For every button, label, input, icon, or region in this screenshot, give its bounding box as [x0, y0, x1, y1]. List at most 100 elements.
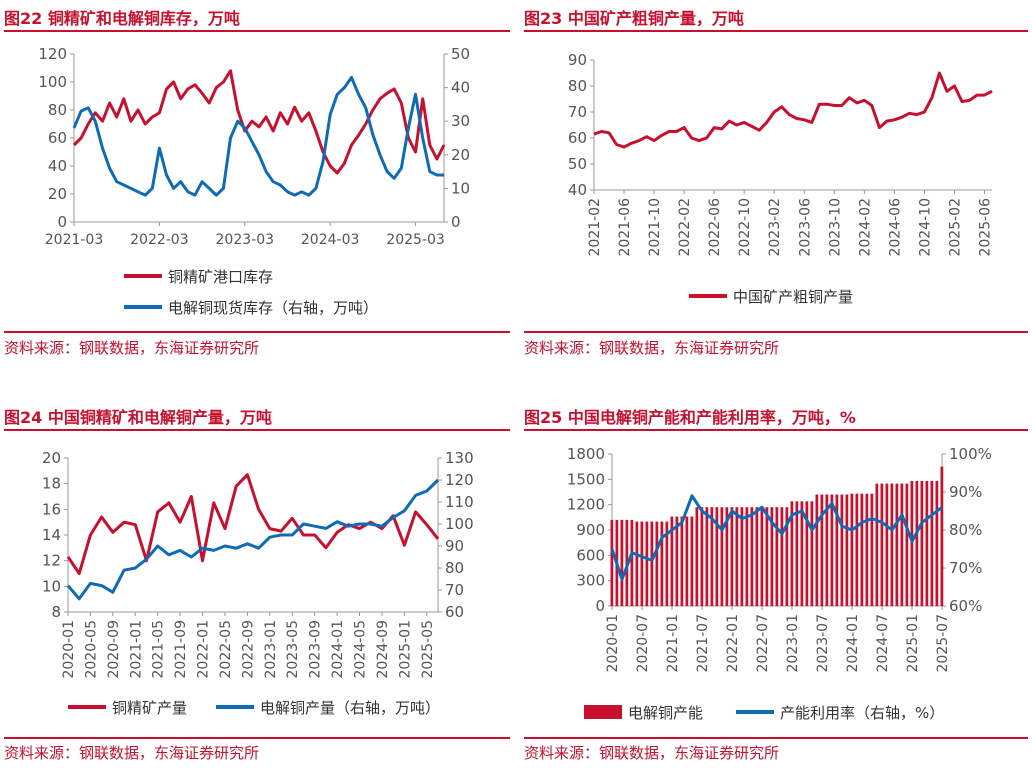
y-tick-label-right: 50 [451, 45, 470, 63]
capacity-bar [775, 507, 779, 606]
capacity-bar [650, 521, 654, 606]
x-tick-label: 2020-01 [61, 620, 77, 679]
y-tick-label-right: 130 [445, 449, 474, 467]
source-rule [4, 331, 510, 333]
legend-label: 铜精矿港口库存 [168, 268, 273, 286]
capacity-bar [885, 483, 889, 606]
source-note: 资料来源：钢联数据，东海证券研究所 [4, 744, 260, 762]
x-tick-label: 2023-09 [308, 620, 324, 679]
capacity-bar [820, 494, 824, 606]
capacity-bar [830, 494, 834, 606]
capacity-bar [795, 501, 799, 606]
x-tick-label: 2023-05 [285, 620, 301, 679]
x-tick-label: 2020-05 [83, 620, 99, 679]
panel-title: 图22 铜精矿和电解铜库存，万吨 [4, 9, 240, 28]
capacity-bar [785, 507, 789, 606]
legend-label: 电解铜现货库存（右轴，万吨） [168, 299, 378, 317]
capacity-bar [875, 483, 879, 606]
x-tick-label: 2024-09 [375, 620, 391, 679]
x-tick-label: 2022-06 [707, 198, 723, 257]
x-tick-label: 2023-03 [216, 232, 275, 248]
capacity-bar [705, 507, 709, 606]
y-tick-label-left: 600 [576, 546, 605, 564]
y-tick-label-left: 12 [42, 552, 61, 570]
legend-swatch-bar [584, 705, 622, 719]
capacity-bar [770, 507, 774, 606]
y-tick-label-left: 900 [576, 521, 605, 539]
y-tick-label-left: 0 [57, 213, 67, 231]
x-tick-label: 2024-01 [845, 614, 861, 673]
capacity-bar [740, 507, 744, 606]
x-tick-label: 2023-01 [263, 620, 279, 679]
capacity-bar [620, 519, 624, 606]
x-tick-label: 2024-03 [301, 232, 360, 248]
chart-copper-inventory: 0 20 40 60 80 100 120 0 10 20 30 40 50 2021-03 2022-03… [38, 45, 470, 317]
y-tick-label-left: 60 [48, 129, 67, 147]
y-tick-label-left: 10 [42, 577, 61, 595]
capacity-bar [860, 493, 864, 606]
x-tick-label: 2024-01 [330, 620, 346, 679]
source-note: 资料来源：钢联数据，东海证券研究所 [4, 339, 260, 357]
capacity-bar [765, 507, 769, 606]
source-rule [4, 737, 510, 739]
capacity-bar [730, 507, 734, 606]
y-tick-label-left: 0 [595, 597, 605, 615]
x-tick-label: 2022-02 [677, 198, 693, 257]
capacity-bar [685, 516, 689, 606]
title-rule [524, 30, 1028, 32]
y-tick-label-right: 120 [445, 471, 474, 489]
x-tick-label: 2023-01 [785, 614, 801, 673]
legend-label: 铜精矿产量 [112, 699, 187, 717]
capacity-bar [755, 507, 759, 606]
title-rule [4, 429, 510, 431]
x-tick-label: 2025-05 [420, 620, 436, 679]
x-tick-label: 2024-10 [917, 198, 933, 257]
y-tick-label-left: 1200 [567, 496, 605, 514]
series-line-1 [593, 71, 993, 149]
panel-copper-production: 图24 中国铜精矿和电解铜产量，万吨 8 10 12 14 16 18 20 60 70 80 90… [4, 384, 514, 768]
capacity-bar [810, 501, 814, 606]
capacity-bar [900, 483, 904, 606]
x-tick-label: 2025-03 [386, 232, 445, 248]
source-note: 资料来源：钢联数据，东海证券研究所 [524, 339, 780, 357]
y-tick-label-left: 50 [568, 155, 587, 173]
capacity-bar [925, 481, 929, 606]
capacity-bar [880, 483, 884, 606]
x-tick-label: 2020-01 [605, 614, 621, 673]
x-tick-label: 2023-10 [827, 198, 843, 257]
source-note: 资料来源：钢联数据，东海证券研究所 [524, 744, 780, 762]
capacity-bar [835, 494, 839, 606]
capacity-bar [760, 507, 764, 606]
capacity-bar [850, 493, 854, 606]
x-tick-label: 2023-06 [797, 198, 813, 257]
y-tick-label-left: 100 [38, 73, 67, 91]
capacity-bar [660, 521, 664, 606]
capacity-bar [930, 481, 934, 606]
series-line-2 [610, 494, 943, 581]
x-tick-label: 2022-10 [737, 198, 753, 257]
capacity-bar [905, 483, 909, 606]
source-rule [524, 737, 1028, 739]
x-tick-label: 2023-02 [767, 198, 783, 257]
x-tick-label: 2025-01 [397, 620, 413, 679]
capacity-bar [635, 521, 639, 606]
x-tick-label: 2023-07 [815, 614, 831, 673]
y-tick-label-left: 300 [576, 572, 605, 590]
x-tick-label: 2021-01 [128, 620, 144, 679]
series-line-2 [66, 478, 440, 601]
y-tick-label-right: 40 [451, 79, 470, 97]
capacity-bar [640, 521, 644, 606]
x-tick-label: 2021-07 [695, 614, 711, 673]
y-tick-label-right: 70 [445, 581, 464, 599]
y-tick-label-right: 30 [451, 112, 470, 130]
y-tick-label-right: 90% [949, 483, 982, 501]
capacity-bar [790, 501, 794, 606]
y-tick-label-left: 20 [48, 185, 67, 203]
capacity-bar [715, 507, 719, 606]
x-tick-label: 2022-03 [130, 232, 189, 248]
y-tick-label-right: 100 [445, 515, 474, 533]
x-tick-label: 2022-01 [725, 614, 741, 673]
capacity-bar [825, 494, 829, 606]
capacity-bar [920, 481, 924, 606]
y-tick-label-right: 80% [949, 521, 982, 539]
